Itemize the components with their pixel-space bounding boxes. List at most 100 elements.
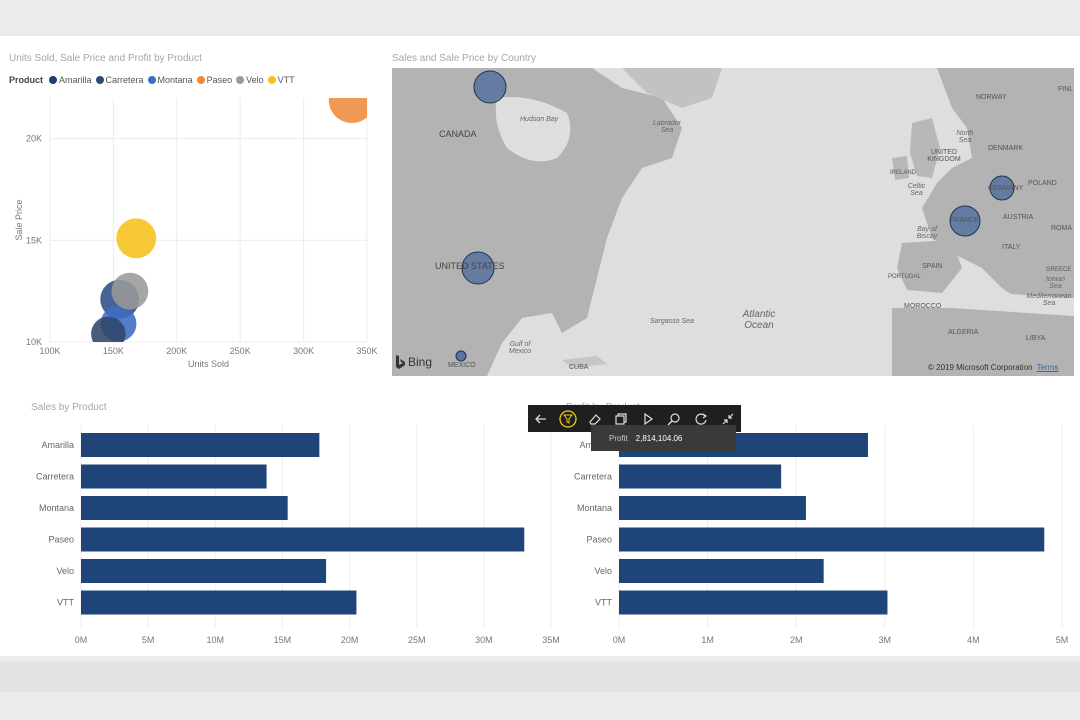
profit-by-product-chart[interactable]: 0M1M2M3M4M5MAmarillaCarreteraMontanaPase… [540,420,1080,655]
tooltip-value: 2,814,104.06 [635,433,683,443]
scatter-chart[interactable]: 100K 150K 200K 250K 300K 350K 10K 15K 20K Units S… [0,90,385,380]
map-label-morocco: MOROCCO [904,303,942,310]
legend-dot [236,76,245,84]
legend-dot [95,76,104,84]
copy-icon[interactable] [610,408,632,430]
category-label: VTT [595,598,613,608]
x-tick-label: 150K [103,346,124,356]
bar-vtt[interactable] [619,590,888,615]
bar-montana[interactable] [619,496,806,520]
map-label-roma: ROMA [1051,225,1072,232]
bar-velo[interactable] [81,559,327,583]
legend-item-carretera[interactable]: Carretera [95,75,144,85]
legend-label: Amarilla [59,75,92,85]
refresh-icon[interactable] [690,408,712,430]
bubble-germany [989,175,1015,201]
x-tick-label: 350K [356,346,377,356]
x-tick-label: 3M [879,635,892,645]
map-label-denmark: DENMARK [988,145,1024,152]
map-visual[interactable]: CANADA Hudson Bay Labrador Sea UNITED ST… [392,68,1074,376]
x-tick-label: 4M [967,635,980,645]
bubble-vtt[interactable] [116,218,157,259]
bar-vtt[interactable] [81,590,357,615]
y-tick-label: 20K [26,134,42,144]
legend-item-vtt[interactable]: VTT [267,75,295,85]
map-label-canada: CANADA [439,129,477,139]
back-arrow-icon[interactable] [530,408,552,430]
map-label-france: FRANCE [950,217,979,224]
map-label-portugal: PORTUGAL [888,274,921,280]
mediterranean-water [947,290,1074,316]
x-tick-label: 200K [166,346,187,356]
legend-item-paseo[interactable]: Paseo [196,75,232,85]
category-label: Carretera [574,472,612,482]
legend-item-amarilla[interactable]: Amarilla [49,75,92,85]
x-tick-label: 0M [613,635,626,645]
cuba-land [562,356,607,368]
legend-label: Montana [157,75,193,85]
x-tick-label: 5M [142,635,155,645]
map-label-greece: GREECE [1046,267,1072,273]
legend-label: VTT [277,75,295,85]
map-copyright: © 2019 Microsoft Corporation Terms [928,363,1058,372]
x-tick-label: 2M [790,635,803,645]
bing-logo: Bing [395,355,432,369]
bubble-paseo[interactable] [328,90,375,124]
legend-item-montana[interactable]: Montana [147,75,193,85]
iberia-land [897,240,962,293]
x-tick-label: 25M [408,635,426,645]
sales-by-product-chart[interactable]: 0M 5M 10M 15M 20M 25M 30M 35M Amarilla Carretera M… [0,420,565,655]
map-label-spain: SPAIN [922,263,943,270]
x-tick-label: 300K [293,346,314,356]
category-label: Amarilla [41,440,74,450]
legend-dot [196,76,205,84]
bar-amarilla[interactable] [81,433,320,457]
legend-label: Velo [246,75,264,85]
legend-title: Product [9,75,44,85]
play-icon[interactable] [637,408,659,430]
terms-link[interactable]: Terms [1036,363,1059,372]
bar-velo[interactable] [619,559,824,583]
africa-land [892,308,1074,376]
map-label-atlantic-ocean: Atlantic Ocean [742,309,776,331]
category-label: Velo [594,566,612,576]
bubble-united-states [461,251,495,285]
map-title: Sales and Sale Price by Country [392,53,536,64]
ireland-land [892,156,909,180]
map-label-united-states: UNITED STATES [435,261,505,271]
x-tick-label: 1M [701,635,714,645]
collapse-icon[interactable] [717,408,739,430]
x-tick-label: 100K [39,346,60,356]
bing-icon [396,355,405,369]
greenland-land [622,68,722,108]
category-label: Montana [39,503,74,513]
map-label-cuba: CUBA [569,364,589,371]
y-tick-label: 15K [26,235,42,245]
filter-icon[interactable] [557,408,579,430]
bubble-carretera[interactable] [91,316,126,352]
map-label-algeria: ALGERIA [948,329,979,336]
bubble-velo[interactable] [111,272,149,310]
legend-label: Carretera [105,75,144,85]
copyright-text: © 2019 Microsoft Corporation [928,363,1033,372]
x-tick-label: 15M [274,635,292,645]
bar-carretera[interactable] [81,464,267,489]
bar-montana[interactable] [81,496,288,520]
map-label-ireland: IRELAND [890,170,917,176]
category-label: Paseo [48,535,74,545]
category-label: Carretera [36,472,74,482]
map-label-germany: GERMANY [988,185,1024,192]
tooltip: Profit 2,814,104.06 [591,425,736,451]
bar-paseo[interactable] [619,527,1045,552]
bar-paseo[interactable] [81,527,525,552]
eraser-icon[interactable] [584,408,606,430]
legend-item-velo[interactable]: Velo [236,75,264,85]
bubble-mexico [455,350,467,362]
category-label: Montana [577,503,612,513]
map-label-bay-of-biscay: Bay of Biscay [916,226,938,240]
bar-carretera[interactable] [619,464,782,489]
map-label-austria: AUSTRIA [1003,214,1034,221]
map-label-mexico: MEXICO [448,362,476,369]
zoom-icon[interactable] [663,408,685,430]
x-tick-label: 20M [341,635,359,645]
